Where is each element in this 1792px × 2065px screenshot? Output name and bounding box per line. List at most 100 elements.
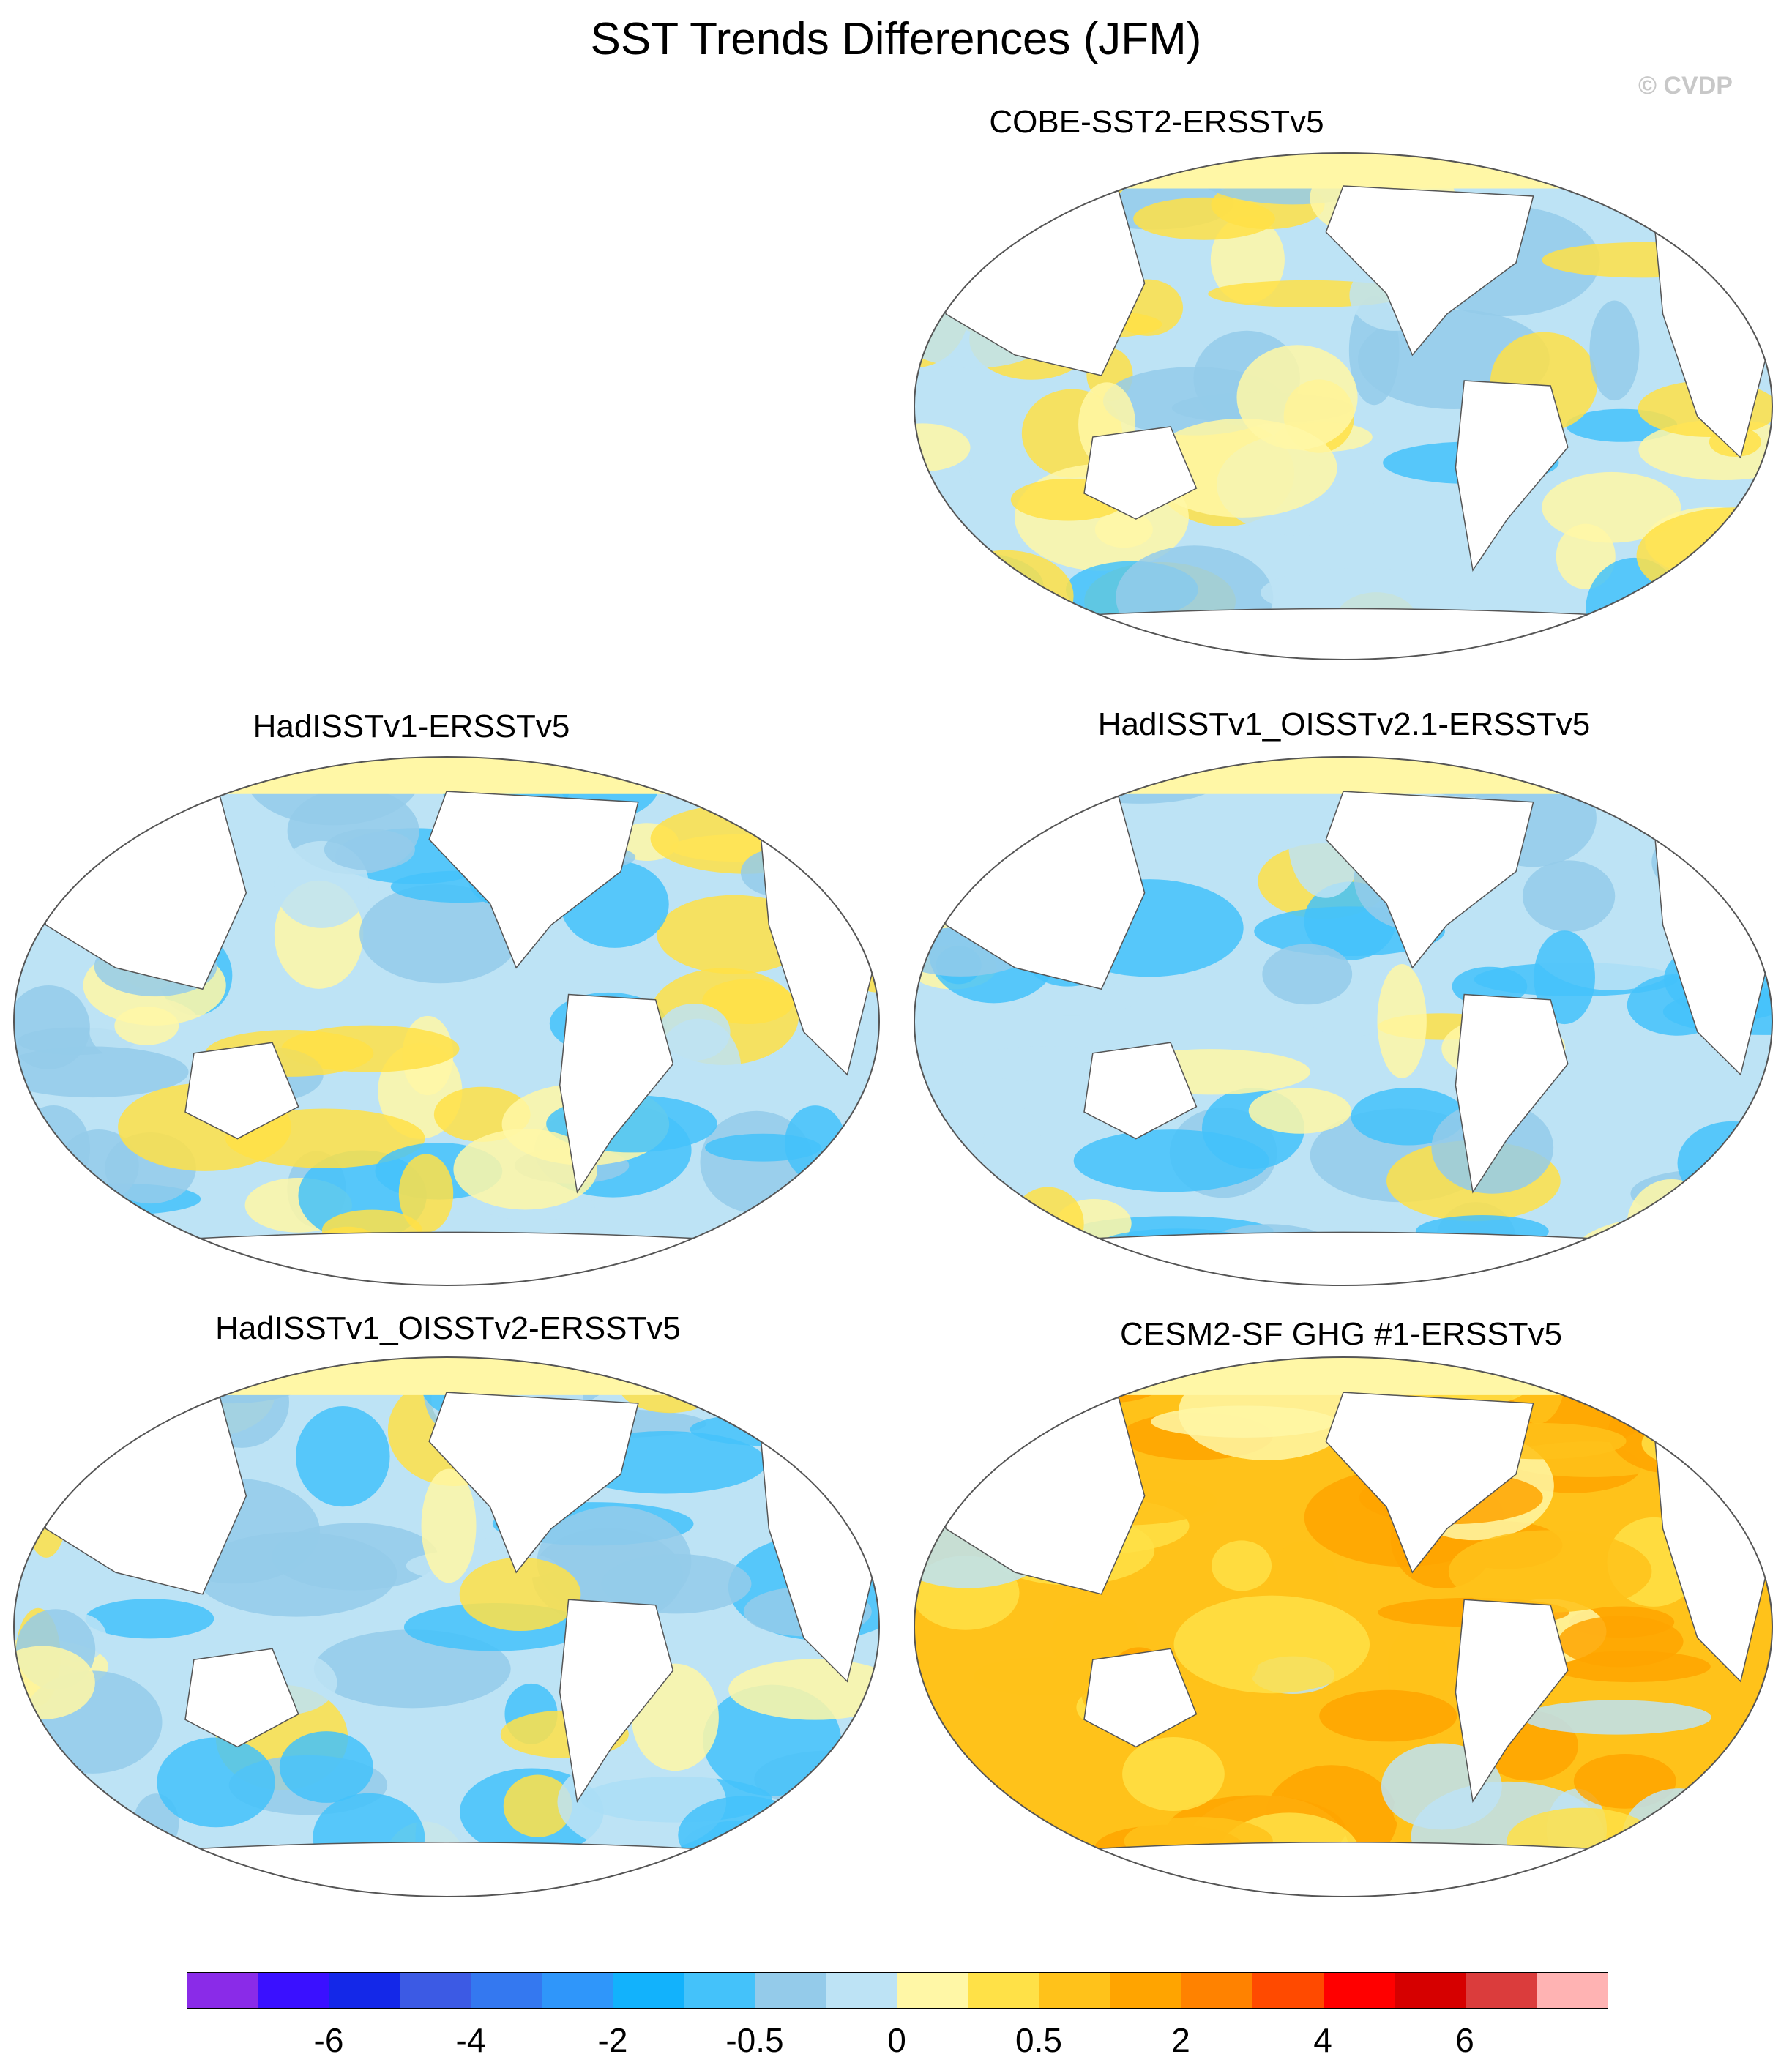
anomaly-region: [1574, 1216, 1766, 1285]
anomaly-region: [914, 776, 1027, 826]
land-mass: [1325, 791, 1534, 969]
anomaly-region: [961, 608, 1069, 651]
map-panel-cesm2: [914, 1356, 1773, 1897]
map-panel-hadisst-oi2: [13, 1356, 880, 1897]
panel-title-hadisst-oi2: HadISSTv1_OISSTv2-ERSSTv5: [215, 1310, 681, 1346]
colorbar-tick-label: -0.5: [725, 2021, 784, 2059]
figure-title: SST Trends Differences (JFM): [590, 14, 1202, 64]
colorbar-swatch: [1252, 1973, 1324, 2008]
arctic-band: [14, 1357, 879, 1395]
colorbar-swatch: [826, 1973, 897, 2008]
colorbar-swatch: [968, 1973, 1039, 2008]
anomaly-region: [658, 1003, 731, 1061]
anomaly-region: [398, 1154, 454, 1233]
colorbar-tick-label: -4: [455, 2021, 486, 2059]
anomaly-region: [296, 1406, 390, 1507]
anomaly-region: [17, 1105, 90, 1192]
colorbar-swatch: [258, 1973, 329, 2008]
anomaly-region: [85, 1599, 214, 1639]
anomaly-region: [48, 1357, 116, 1412]
colorbar-swatch: [897, 1973, 968, 2008]
anomaly-region: [601, 1553, 752, 1614]
anomaly-region: [914, 796, 968, 844]
anomaly-region: [23, 1445, 70, 1558]
anomaly-region: [14, 1046, 189, 1098]
anomaly-region: [989, 600, 1039, 660]
panel-title-hadisst: HadISSTv1-ERSSTv5: [253, 709, 570, 744]
colorbar-swatch: [1537, 1973, 1608, 2008]
anomaly-region: [938, 550, 1074, 642]
map-panel-hadisst: [13, 756, 880, 1286]
map-outline: [13, 756, 880, 1286]
colorbar-swatch: [1181, 1973, 1252, 2008]
anomaly-region: [914, 423, 971, 472]
anomaly-region: [421, 1468, 477, 1583]
anomaly-region: [14, 1782, 84, 1888]
anomaly-region: [114, 1007, 179, 1045]
anomaly-region: [1542, 242, 1743, 278]
anomaly-region: [1573, 1754, 1676, 1809]
anomaly-region: [157, 1858, 220, 1886]
colorbar-swatch: [187, 1973, 258, 2008]
anomaly-region: [1522, 1700, 1711, 1735]
arctic-band: [914, 153, 1772, 189]
anomaly-region: [503, 1774, 572, 1837]
anomaly-region: [1648, 757, 1697, 794]
colorbar: [187, 1972, 1608, 2009]
anomaly-region: [1589, 300, 1640, 401]
anomaly-region: [1377, 964, 1427, 1078]
anomaly-region: [1651, 591, 1707, 652]
anomaly-region: [1585, 557, 1684, 660]
anomaly-region: [1542, 628, 1665, 660]
anomaly-region: [1616, 1225, 1710, 1285]
colorbar-swatch: [613, 1973, 684, 2008]
anomaly-region: [324, 829, 415, 870]
anomaly-region: [1073, 1129, 1269, 1192]
anomaly-region: [1012, 1187, 1084, 1261]
anomaly-region: [1715, 1828, 1772, 1878]
colorbar-swatch: [1466, 1973, 1537, 2008]
anomaly-region: [157, 1737, 275, 1828]
anomaly-region: [1627, 1179, 1716, 1272]
anomaly-region: [459, 1557, 581, 1632]
land-mass: [559, 993, 674, 1194]
land-mass: [1325, 1392, 1534, 1574]
anomaly-region: [1262, 944, 1353, 1005]
anomaly-region: [914, 1100, 981, 1200]
anomaly-region: [1261, 567, 1461, 618]
anomaly-region: [973, 1657, 1109, 1696]
anomaly-region: [1577, 1233, 1636, 1285]
land-mass: [914, 1842, 1772, 1897]
anomaly-region: [279, 1731, 373, 1803]
land-mass: [1325, 185, 1534, 356]
anomaly-region: [914, 186, 999, 231]
anomaly-region: [705, 1133, 821, 1162]
anomaly-region: [61, 1244, 172, 1279]
anomaly-region: [1697, 1868, 1772, 1897]
anomaly-region: [14, 1247, 130, 1274]
anomaly-region: [1173, 1595, 1370, 1694]
colorbar-tick-label: 6: [1455, 2021, 1474, 2059]
colorbar-swatch: [684, 1973, 755, 2008]
anomaly-region: [1387, 1626, 1452, 1707]
anomaly-region: [1558, 1616, 1684, 1668]
colorbar-swatch: [542, 1973, 613, 2008]
land-mass: [1455, 1599, 1569, 1803]
anomaly-region: [14, 1865, 109, 1897]
colorbar-swatch: [1039, 1973, 1110, 2008]
colorbar-swatch: [1395, 1973, 1466, 2008]
anomaly-region: [1717, 757, 1772, 811]
panel-title-cobe: COBE-SST2-ERSSTv5: [989, 104, 1324, 140]
colorbar-tick-label: 0: [887, 2021, 906, 2059]
land-mass: [14, 1231, 879, 1285]
land-mass: [184, 1042, 299, 1140]
credit-watermark: © CVDP: [1638, 72, 1733, 100]
map-panel-cobe: [914, 152, 1773, 660]
land-mass: [1455, 993, 1569, 1194]
anomaly-region: [1522, 860, 1616, 932]
land-mass: [428, 791, 639, 969]
colorbar-swatch: [1324, 1973, 1395, 2008]
map-outline: [914, 152, 1773, 660]
land-mass: [184, 1648, 299, 1748]
land-mass: [14, 1842, 879, 1897]
